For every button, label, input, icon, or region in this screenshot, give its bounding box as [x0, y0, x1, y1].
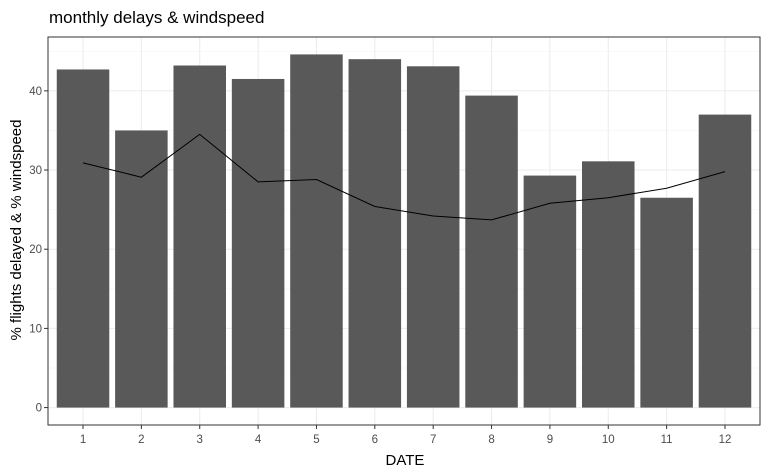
x-tick-label: 9	[547, 434, 553, 446]
bar	[465, 95, 518, 408]
x-tick-label: 11	[661, 434, 673, 446]
bar	[640, 197, 693, 408]
bar	[290, 54, 343, 408]
bar	[56, 69, 110, 408]
y-tick-label: 0	[36, 403, 42, 415]
bar	[231, 78, 285, 408]
x-tick-label: 6	[372, 434, 378, 446]
y-axis-title: % flights delayed & % windspeed	[8, 120, 25, 341]
x-tick-label: 4	[255, 434, 262, 446]
chart-title: monthly delays & windspeed	[49, 8, 264, 27]
y-tick-label: 40	[29, 86, 42, 98]
x-tick-label: 10	[602, 434, 615, 446]
x-tick-label: 3	[197, 434, 203, 446]
bar	[582, 161, 635, 408]
bar	[173, 65, 226, 408]
bar	[523, 175, 577, 408]
x-tick-label: 1	[80, 434, 86, 446]
x-tick-label: 5	[313, 434, 319, 446]
panel-border	[47, 36, 761, 426]
x-tick-label: 7	[430, 434, 436, 446]
x-tick-label: 8	[488, 434, 494, 446]
x-tick-label: 2	[138, 434, 144, 446]
x-tick-label: 12	[719, 434, 732, 446]
y-tick-label: 10	[29, 323, 42, 335]
x-axis-title: DATE	[386, 452, 425, 469]
y-tick-label: 30	[29, 165, 42, 177]
series-line	[82, 133, 726, 221]
bar	[406, 66, 460, 408]
bar	[348, 59, 402, 408]
bar	[698, 114, 752, 408]
y-tick-label: 20	[29, 244, 42, 256]
bar	[115, 130, 168, 408]
